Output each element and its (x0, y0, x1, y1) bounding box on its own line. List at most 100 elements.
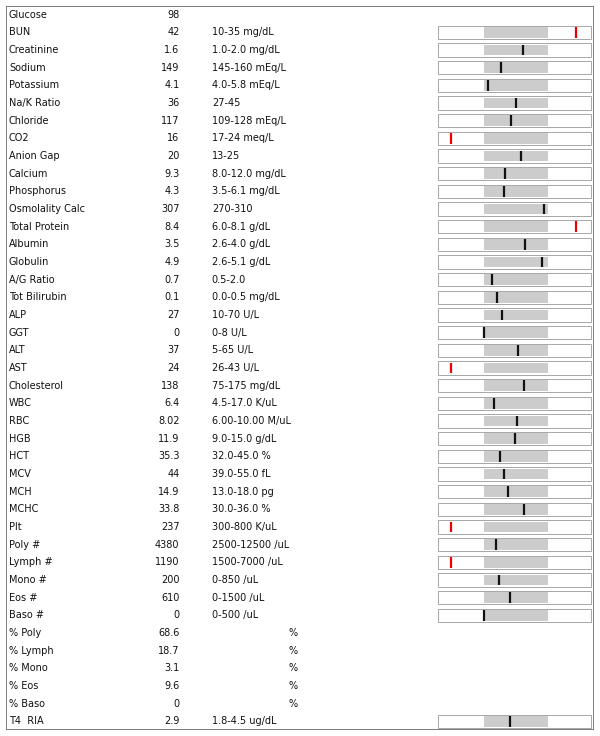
Text: 5-65 U/L: 5-65 U/L (212, 345, 253, 355)
Text: 300-800 K/uL: 300-800 K/uL (212, 522, 277, 532)
Bar (484, 486, 548, 497)
Text: RBC: RBC (9, 416, 29, 426)
Text: 10-35 mg/dL: 10-35 mg/dL (212, 27, 274, 38)
Text: Tot Bilirubin: Tot Bilirubin (9, 292, 67, 302)
Text: 0.1: 0.1 (164, 292, 179, 302)
Text: %: % (288, 628, 298, 638)
Bar (484, 204, 548, 214)
Bar (484, 80, 548, 91)
Bar (484, 222, 548, 232)
Text: MCV: MCV (9, 469, 31, 479)
Text: 42: 42 (167, 27, 179, 38)
Text: 17-24 meq/L: 17-24 meq/L (212, 133, 274, 144)
Text: Mono #: Mono # (9, 575, 47, 585)
Text: Total Protein: Total Protein (9, 222, 69, 232)
Text: Cholesterol: Cholesterol (9, 381, 64, 391)
Text: 20: 20 (167, 151, 179, 161)
Bar (484, 133, 548, 144)
Text: 13-25: 13-25 (212, 151, 240, 161)
Text: Plt: Plt (9, 522, 22, 532)
Text: 30.0-36.0 %: 30.0-36.0 % (212, 504, 270, 514)
Bar (438, 397, 591, 410)
Text: MCH: MCH (9, 486, 32, 497)
Bar (438, 520, 591, 534)
Text: HCT: HCT (9, 451, 29, 461)
Text: 33.8: 33.8 (158, 504, 179, 514)
Text: 13.0-18.0 pg: 13.0-18.0 pg (212, 486, 274, 497)
Bar (484, 716, 548, 726)
Text: 32.0-45.0 %: 32.0-45.0 % (212, 451, 271, 461)
Bar (484, 257, 548, 267)
Text: CO2: CO2 (9, 133, 29, 144)
Text: 36: 36 (167, 98, 179, 108)
Bar (484, 27, 548, 38)
Text: Poly #: Poly # (9, 539, 40, 550)
Bar (438, 291, 591, 304)
Text: 1190: 1190 (155, 557, 179, 567)
Bar (438, 361, 591, 375)
Text: 27: 27 (167, 310, 179, 320)
Bar (438, 591, 591, 604)
Text: 0: 0 (173, 698, 179, 709)
Bar (484, 310, 548, 320)
Text: 4.1: 4.1 (164, 80, 179, 91)
Text: 39.0-55.0 fL: 39.0-55.0 fL (212, 469, 270, 479)
Text: 8.0-12.0 mg/dL: 8.0-12.0 mg/dL (212, 169, 286, 179)
Text: 0.0-0.5 mg/dL: 0.0-0.5 mg/dL (212, 292, 280, 302)
Text: 145-160 mEq/L: 145-160 mEq/L (212, 63, 286, 73)
Bar (438, 450, 591, 463)
Bar (438, 114, 591, 127)
Bar (484, 169, 548, 179)
Text: 75-175 mg/dL: 75-175 mg/dL (212, 381, 280, 391)
Bar (484, 98, 548, 108)
Bar (438, 26, 591, 39)
Text: 27-45: 27-45 (212, 98, 240, 108)
Text: 109-128 mEq/L: 109-128 mEq/L (212, 116, 286, 126)
Text: %: % (288, 681, 298, 691)
Bar (438, 485, 591, 498)
Text: 0.7: 0.7 (164, 275, 179, 285)
Text: 2.9: 2.9 (164, 716, 179, 726)
Text: 2.6-5.1 g/dL: 2.6-5.1 g/dL (212, 257, 270, 267)
Bar (438, 344, 591, 357)
Bar (484, 151, 548, 161)
Bar (484, 398, 548, 408)
Text: % Mono: % Mono (9, 663, 47, 673)
Bar (438, 167, 591, 180)
Bar (484, 275, 548, 285)
Text: Chloride: Chloride (9, 116, 49, 126)
Text: 44: 44 (167, 469, 179, 479)
Text: 10-70 U/L: 10-70 U/L (212, 310, 259, 320)
Text: Baso #: Baso # (9, 610, 44, 620)
Text: Phosphorus: Phosphorus (9, 186, 66, 197)
Text: Na/K Ratio: Na/K Ratio (9, 98, 60, 108)
Text: 4.9: 4.9 (164, 257, 179, 267)
Text: Creatinine: Creatinine (9, 45, 59, 55)
Bar (438, 609, 591, 622)
Text: % Eos: % Eos (9, 681, 38, 691)
Text: 4380: 4380 (155, 539, 179, 550)
Text: Calcium: Calcium (9, 169, 49, 179)
Text: ALT: ALT (9, 345, 26, 355)
Text: 9.0-15.0 g/dL: 9.0-15.0 g/dL (212, 434, 276, 444)
Bar (438, 255, 591, 269)
Bar (484, 363, 548, 373)
Bar (438, 308, 591, 322)
Bar (484, 116, 548, 126)
Bar (438, 43, 591, 57)
Text: MCHC: MCHC (9, 504, 38, 514)
Bar (484, 434, 548, 444)
Bar (484, 292, 548, 302)
Text: 6.0-8.1 g/dL: 6.0-8.1 g/dL (212, 222, 270, 232)
Text: 98: 98 (167, 10, 179, 20)
Text: 1.6: 1.6 (164, 45, 179, 55)
Bar (484, 451, 548, 461)
Bar (438, 432, 591, 445)
Bar (484, 575, 548, 585)
Text: 35.3: 35.3 (158, 451, 179, 461)
Text: 11.9: 11.9 (158, 434, 179, 444)
Bar (438, 185, 591, 198)
Text: Sodium: Sodium (9, 63, 46, 73)
Text: %: % (288, 698, 298, 709)
Bar (438, 414, 591, 428)
